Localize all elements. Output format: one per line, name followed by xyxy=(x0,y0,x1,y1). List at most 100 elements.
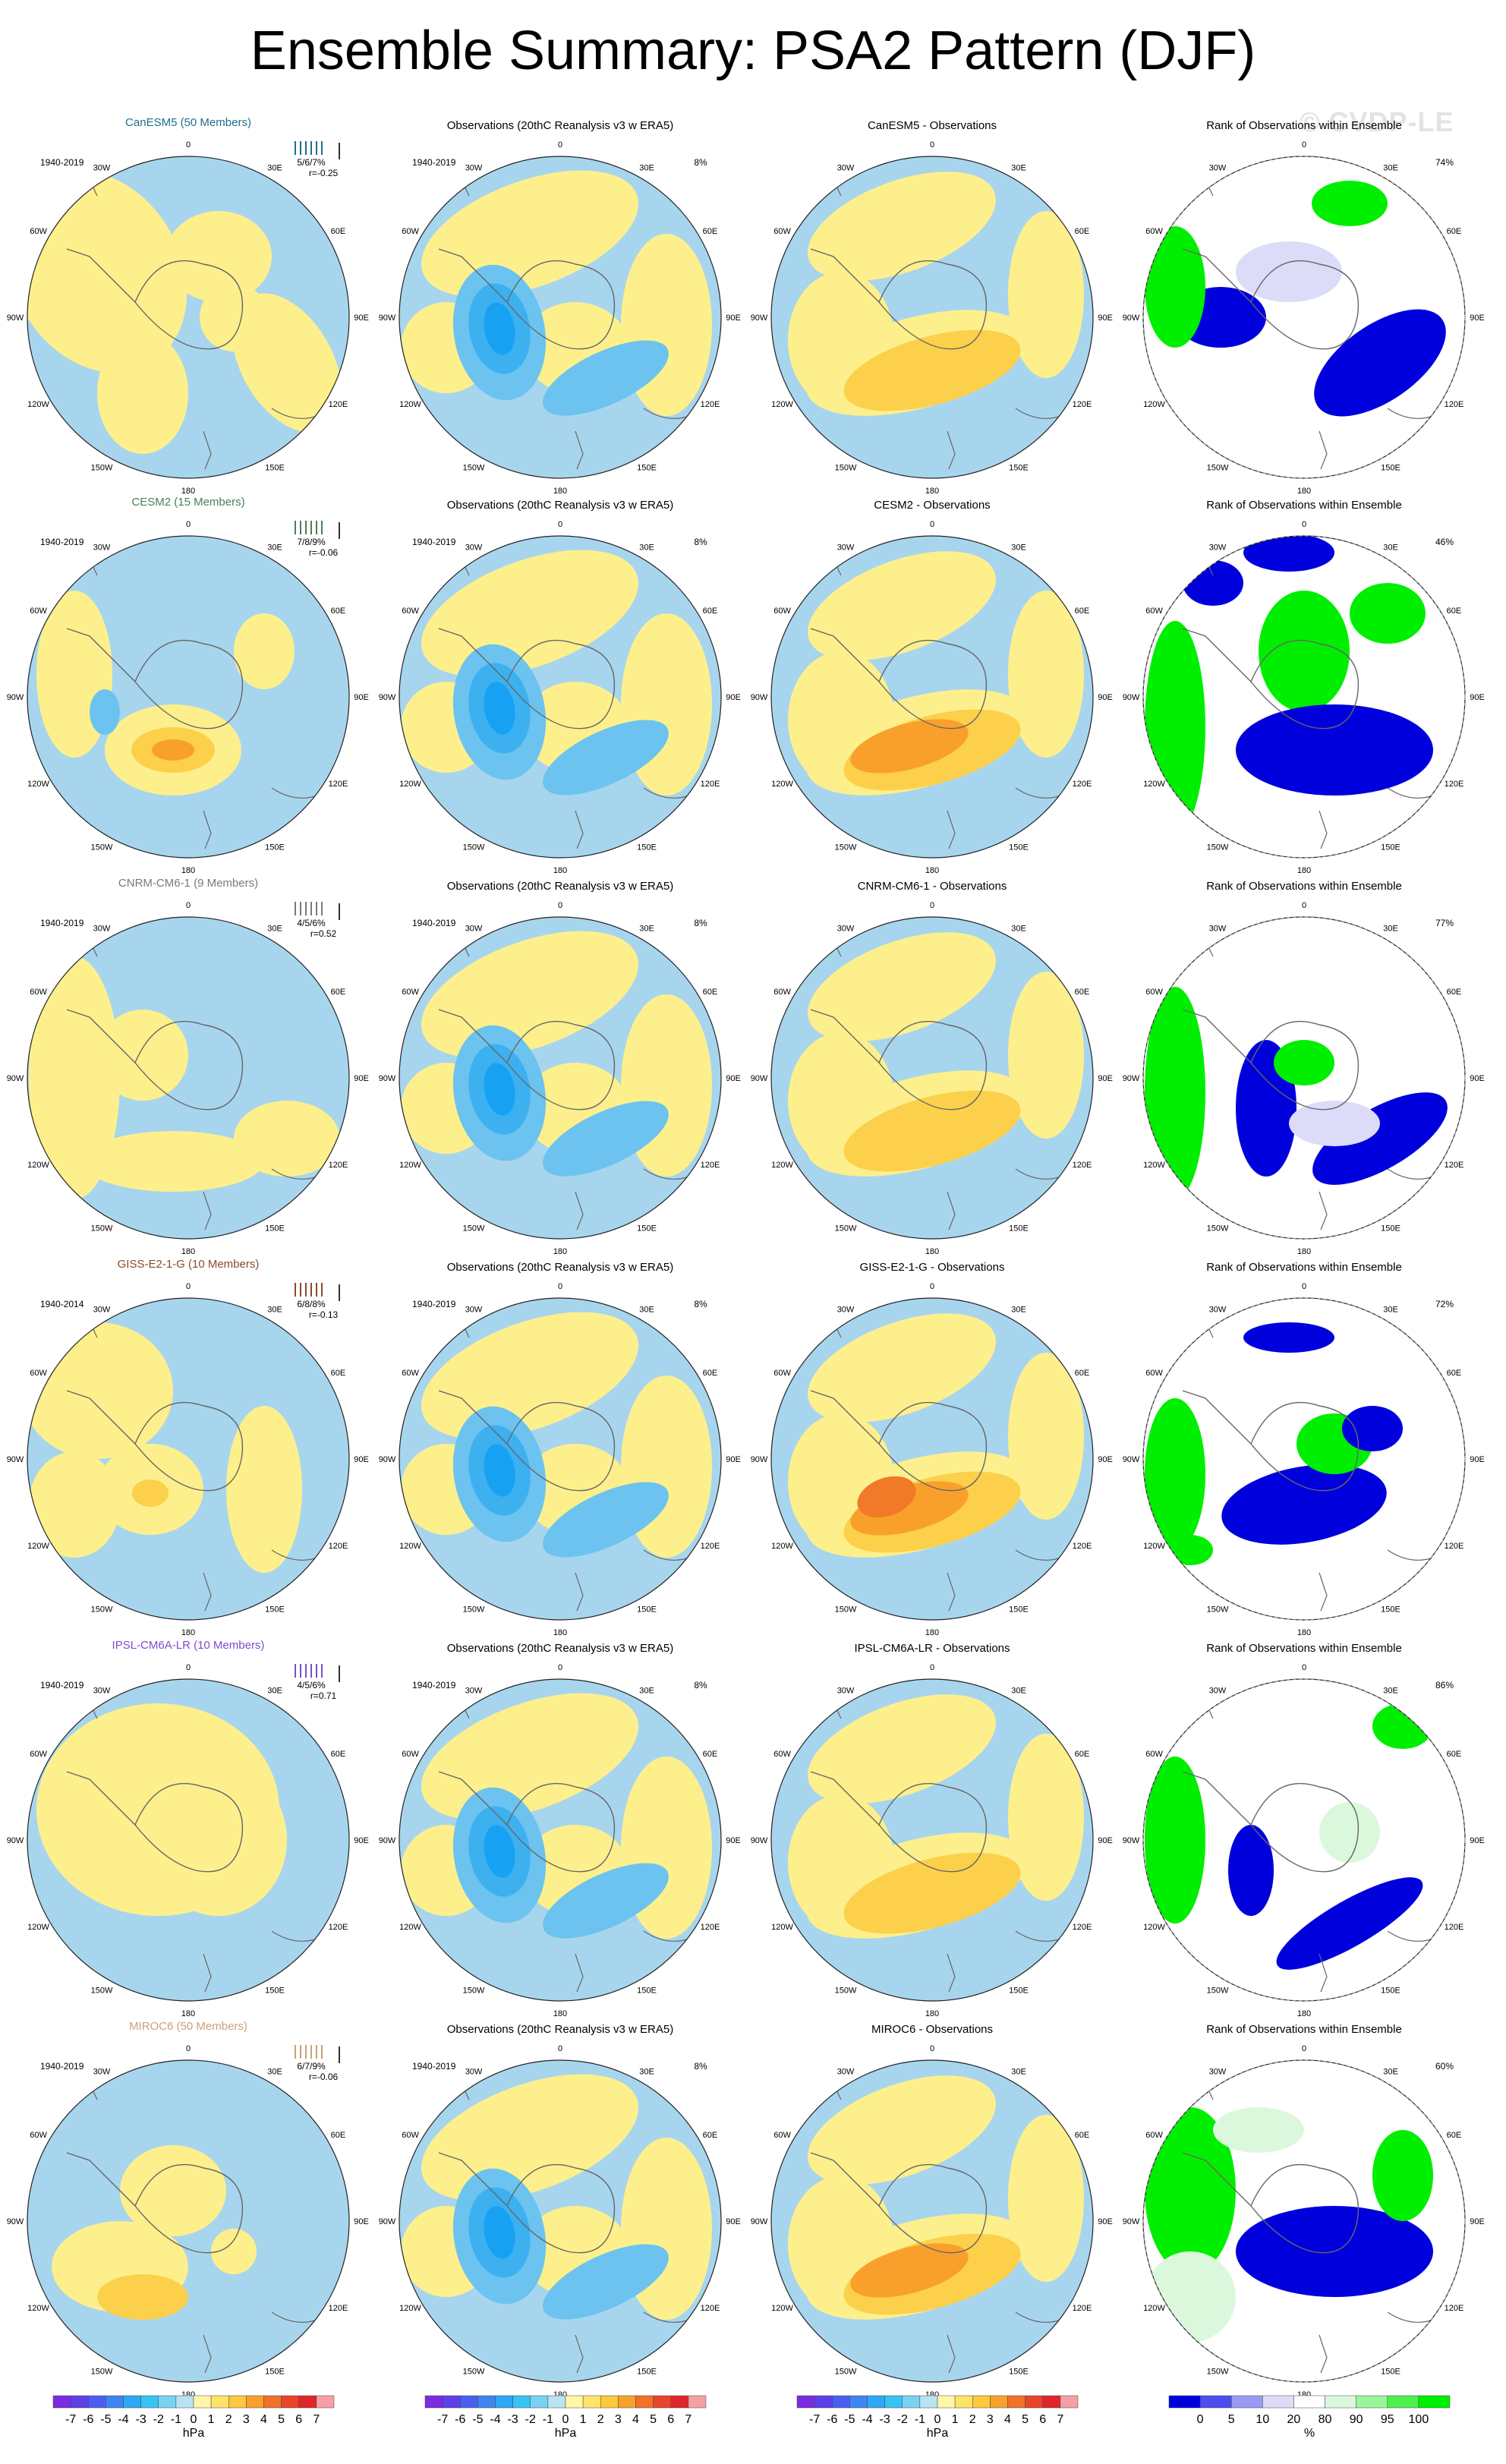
longitude-label: 90E xyxy=(726,2217,741,2226)
colorbar-tick-label: -4 xyxy=(862,2413,872,2426)
longitude-label: 150E xyxy=(1009,463,1029,472)
longitude-label: 120E xyxy=(701,2304,720,2313)
new-zealand-coastline xyxy=(575,1953,584,1993)
longitude-label: 60E xyxy=(331,988,346,997)
colorbar-tick-label: -1 xyxy=(915,2413,925,2426)
australia-coastline xyxy=(643,787,690,799)
peninsula-coastline xyxy=(1182,1390,1252,1445)
colorbar-ensemble: -7 -6 -5 -4 -3 -2 -1 0 1 2 3 4 5 6 7 hPa xyxy=(52,2395,335,2440)
colorbar-tick-label: -5 xyxy=(472,2413,483,2426)
contour-region xyxy=(97,332,188,454)
longitude-label: 90E xyxy=(354,1074,369,1083)
map-border xyxy=(399,535,722,859)
longitude-label: 30E xyxy=(639,925,654,934)
longitude-label: 90E xyxy=(1470,693,1485,702)
antarctica-coastline xyxy=(506,1020,616,1111)
rank-title: Rank of Observations within Ensemble xyxy=(1206,499,1402,512)
longitude-label: 150E xyxy=(1009,1224,1029,1233)
obs-title: Observations (20thC Reanalysis v3 w ERA5… xyxy=(447,2023,673,2036)
peninsula-coastline xyxy=(438,1771,508,1826)
longitude-label: 60W xyxy=(402,607,419,616)
colorbar-tick-label: 80 xyxy=(1319,2413,1332,2426)
member-tick xyxy=(305,902,307,915)
rank-pct-label: 46% xyxy=(1435,537,1454,547)
longitude-label: 0 xyxy=(558,520,562,529)
map-border xyxy=(770,1297,1094,1621)
australia-coastline xyxy=(1015,2311,1062,2323)
obs-pct-label: 8% xyxy=(694,157,707,168)
diff-title: MIROC6 - Observations xyxy=(871,2023,993,2036)
longitude-label: 120W xyxy=(27,780,49,789)
rank-pct-label: 86% xyxy=(1435,1680,1454,1690)
longitude-label: 60E xyxy=(1075,1750,1090,1759)
antarctica-coastline xyxy=(1250,2163,1359,2254)
peninsula-coastline xyxy=(1182,1771,1252,1826)
contour-region xyxy=(808,1313,996,1423)
contour-region xyxy=(1145,1398,1205,1550)
longitude-label: 60W xyxy=(1145,1750,1163,1759)
longitude-label: 120W xyxy=(1143,1161,1165,1170)
longitude-label: 150W xyxy=(1207,1224,1229,1233)
antarctica-coastline xyxy=(134,1020,244,1111)
colorbar-swatch xyxy=(106,2395,124,2409)
longitude-label: 30E xyxy=(1383,1687,1398,1696)
colorbar-tick-label: 7 xyxy=(1057,2413,1063,2426)
colorbar-swatch xyxy=(1025,2395,1043,2409)
longitude-label: 60W xyxy=(30,988,47,997)
longitude-label: 30E xyxy=(1011,1687,1026,1696)
longitude-label: 30W xyxy=(837,2068,855,2077)
longitude-label: 90E xyxy=(1098,1455,1113,1464)
contour-region xyxy=(1372,1703,1433,1749)
contour-region xyxy=(1221,1464,1387,1545)
colorbar-tick-label: -1 xyxy=(543,2413,553,2426)
colorbar-tick-label: 3 xyxy=(243,2413,250,2426)
longitude-label: 60E xyxy=(703,1750,718,1759)
longitude-label: 0 xyxy=(1302,901,1306,910)
colorbar-tick-label: 1 xyxy=(580,2413,587,2426)
colorbar-swatch xyxy=(1199,2395,1232,2409)
colorbar-tick-label: -1 xyxy=(171,2413,181,2426)
longitude-label: 60E xyxy=(1447,2131,1462,2140)
new-zealand-coastline xyxy=(575,810,584,849)
colorbar-tick-label: 6 xyxy=(295,2413,302,2426)
new-zealand-coastline xyxy=(1319,1191,1328,1230)
antarctica-coastline xyxy=(878,639,988,729)
colorbar-tick-label: 90 xyxy=(1350,2413,1363,2426)
longitude-label: 120W xyxy=(771,1923,793,1932)
colorbar-tick-label: 7 xyxy=(685,2413,692,2426)
longitude-label: 90W xyxy=(379,1455,396,1464)
longitude-label: 90W xyxy=(379,314,396,323)
diff-map-3: 0 30E 60E 90E 120E 150E 180 150W 120W 90W 60W 30W xyxy=(751,1282,1113,1637)
contour-region xyxy=(1236,241,1342,302)
colorbar-tick-label: 95 xyxy=(1381,2413,1394,2426)
new-zealand-coastline xyxy=(575,430,584,470)
longitude-label: 0 xyxy=(930,140,934,150)
longitude-label: 120W xyxy=(1143,780,1165,789)
peninsula-coastline xyxy=(438,1009,508,1063)
longitude-label: 90E xyxy=(1470,314,1485,323)
colorbar-tick-label: 2 xyxy=(969,2413,976,2426)
member-obs-tick xyxy=(339,903,340,920)
longitude-label: 120E xyxy=(1073,1542,1092,1551)
rank-dashed-border xyxy=(1142,1678,1466,2002)
australia-coastline xyxy=(1015,1930,1062,1942)
longitude-label: 30E xyxy=(267,544,282,553)
longitude-label: 90E xyxy=(1098,314,1113,323)
colorbar-swatch xyxy=(175,2395,194,2409)
contour-region xyxy=(1145,1757,1205,1924)
watermark: © CVDP-LE xyxy=(1300,106,1454,137)
colorbar-tick-label: -2 xyxy=(897,2413,908,2426)
member-tick xyxy=(305,1283,307,1297)
colorbar-swatch xyxy=(547,2395,566,2409)
colorbar-tick-label: 4 xyxy=(632,2413,639,2426)
longitude-label: 90E xyxy=(1470,2217,1485,2226)
australia-coastline xyxy=(643,1168,690,1180)
longitude-label: 180 xyxy=(181,1247,195,1256)
longitude-label: 60W xyxy=(773,988,791,997)
rank-dashed-border xyxy=(1142,916,1466,1240)
rank-map-2: 0 30E 60E 90E 120E 150E 180 150W 120W 90W 60W 30W xyxy=(1123,901,1485,1256)
colorbar-tick-label: -3 xyxy=(508,2413,518,2426)
longitude-label: 30W xyxy=(465,164,483,173)
longitude-label: 150W xyxy=(463,2367,485,2376)
contour-region xyxy=(165,211,272,302)
